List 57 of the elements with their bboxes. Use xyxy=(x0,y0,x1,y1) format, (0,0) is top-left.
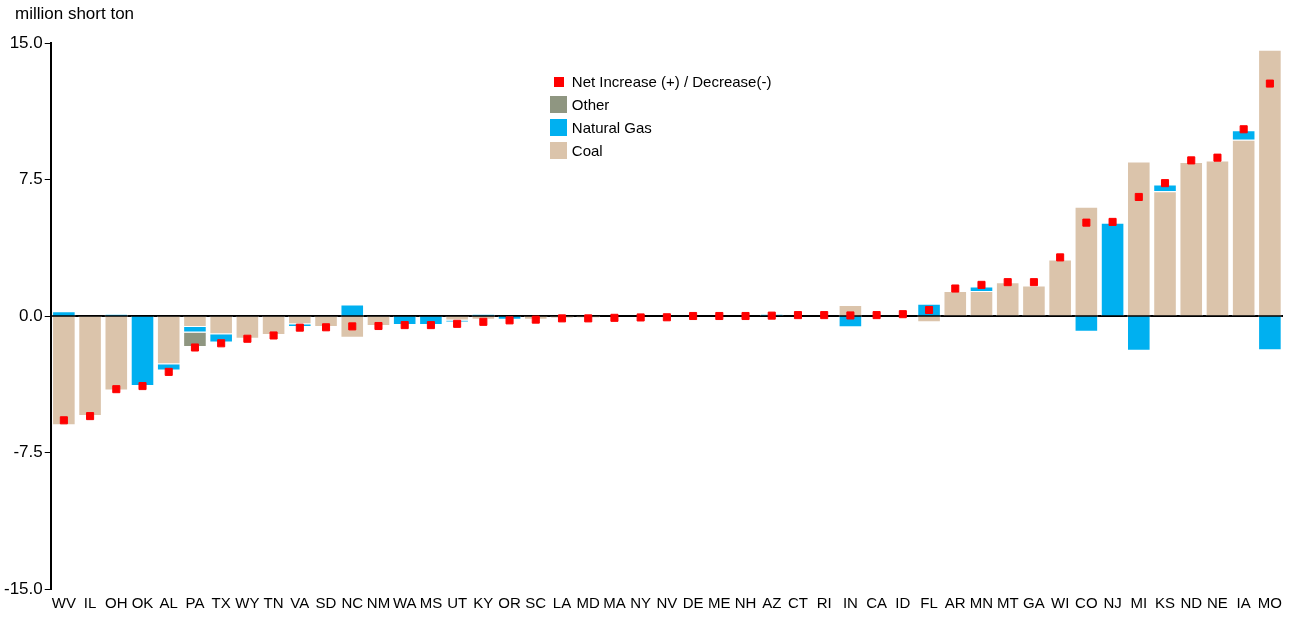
x-tick-label: MD xyxy=(576,594,601,612)
x-tick-label: CT xyxy=(787,594,808,612)
x-tick-label: IN xyxy=(842,594,858,612)
legend-label: Coal xyxy=(571,142,603,159)
x-tick-label: CA xyxy=(866,594,888,612)
x-tick-label: WV xyxy=(51,594,76,612)
x-tick-label: NE xyxy=(1207,594,1228,612)
x-tick-label: RI xyxy=(816,594,832,612)
x-tick-label: MN xyxy=(969,594,994,612)
x-tick-label: KY xyxy=(473,594,494,612)
y-tick-label: 15.0 xyxy=(9,32,43,52)
x-tick-label: WI xyxy=(1050,594,1070,612)
y-tick-label: -7.5 xyxy=(13,442,43,462)
x-tick-label: MS xyxy=(419,594,443,612)
legend-label: Other xyxy=(571,96,610,113)
x-tick-label: CO xyxy=(1075,594,1098,612)
x-tick-label: IA xyxy=(1236,594,1251,612)
x-tick-label: OH xyxy=(105,594,128,612)
x-tick-label: TN xyxy=(263,594,284,612)
y-axis-title: million short ton xyxy=(15,4,135,24)
x-tick-label: ME xyxy=(708,594,731,612)
x-tick-label: UT xyxy=(447,594,468,612)
x-tick-label: AL xyxy=(159,594,178,612)
x-tick-label: DE xyxy=(682,594,704,612)
x-tick-label: SC xyxy=(525,594,547,612)
x-tick-label: PA xyxy=(185,594,205,612)
y-tick-label: 7.5 xyxy=(19,169,43,189)
x-tick-label: NJ xyxy=(1103,594,1122,612)
x-tick-label: OR xyxy=(498,594,521,612)
x-tick-label: ND xyxy=(1180,594,1203,612)
x-tick-label: SD xyxy=(315,594,337,612)
x-tick-label: TX xyxy=(211,594,231,612)
x-tick-label: OK xyxy=(131,594,154,612)
x-tick-label: LA xyxy=(552,594,572,612)
x-tick-label: NY xyxy=(630,594,652,612)
legend-label: Natural Gas xyxy=(571,119,652,136)
legend-label: Net Increase (+) / Decrease(-) xyxy=(571,73,772,90)
x-tick-label: IL xyxy=(83,594,97,612)
x-tick-label: MI xyxy=(1130,594,1148,612)
x-tick-label: NM xyxy=(366,594,391,612)
x-tick-label: WA xyxy=(392,594,417,612)
x-tick-label: WY xyxy=(235,594,260,612)
x-tick-label: VA xyxy=(290,594,310,612)
x-tick-label: AR xyxy=(944,594,966,612)
x-tick-label: MO xyxy=(1257,594,1282,612)
x-tick-label: NH xyxy=(734,594,757,612)
x-tick-label: FL xyxy=(920,594,938,612)
x-tick-label: KS xyxy=(1155,594,1176,612)
x-tick-label: MA xyxy=(603,594,626,612)
x-tick-label: GA xyxy=(1023,594,1045,612)
y-tick-label: 0.0 xyxy=(19,305,43,325)
x-tick-label: AZ xyxy=(762,594,782,612)
x-tick-label: ID xyxy=(895,594,911,612)
y-tick-label: -15.0 xyxy=(4,578,43,598)
x-tick-label: NV xyxy=(656,594,678,612)
x-tick-label: MT xyxy=(996,594,1019,612)
x-tick-label: NC xyxy=(341,594,364,612)
